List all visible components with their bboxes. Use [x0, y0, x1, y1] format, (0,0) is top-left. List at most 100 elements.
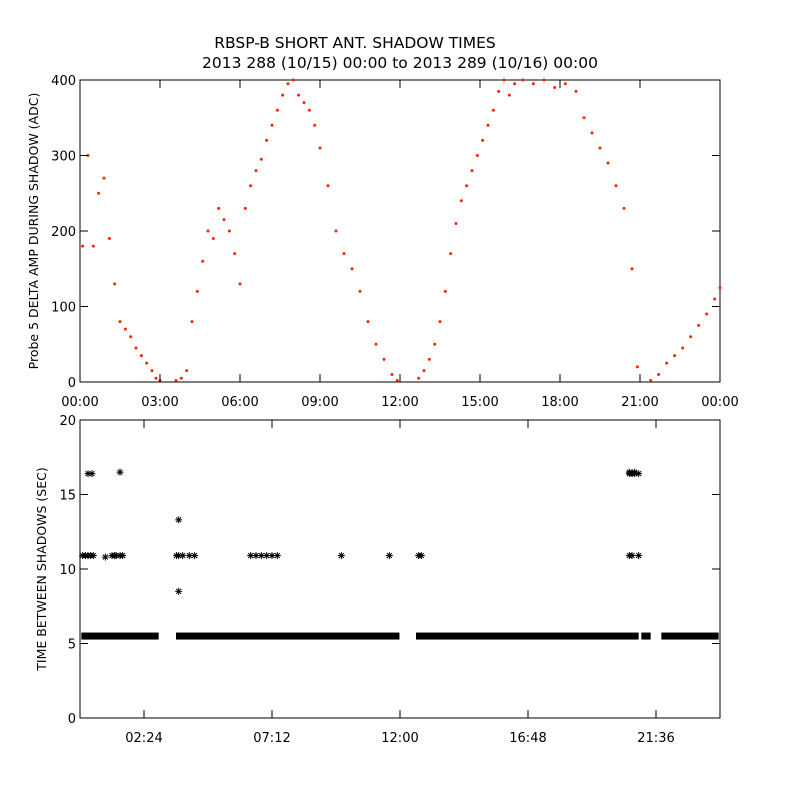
- top-data-point: [438, 320, 442, 324]
- bottom-x-tick-label: 07:12: [253, 731, 290, 746]
- top-data-point: [689, 335, 693, 339]
- top-data-point: [507, 93, 511, 97]
- top-data-point: [129, 335, 133, 339]
- bottom-data-point: [89, 552, 97, 560]
- asterisk-stroke: [102, 554, 109, 560]
- top-data-point: [211, 237, 215, 241]
- asterisk-stroke: [179, 552, 186, 559]
- top-data-point: [102, 176, 106, 180]
- asterisk-stroke: [258, 552, 265, 559]
- asterisk-stroke: [186, 552, 193, 559]
- asterisk-stroke: [119, 552, 126, 559]
- bottom-data-point: [175, 587, 183, 595]
- bottom-y-ticks: 0 5 10 15 20: [59, 414, 720, 727]
- baseline-segment: [661, 632, 719, 640]
- top-data-point: [134, 346, 138, 350]
- top-x-ticks: 00:00 03:00 06:00 09:00 12:00 15:00 18:00 21:00…: [61, 80, 739, 410]
- top-data-point: [243, 206, 247, 210]
- top-data-point: [366, 320, 370, 324]
- bottom-y-axis-label: TIME BETWEEN SHADOWS (SEC): [34, 467, 49, 672]
- asterisk-stroke: [111, 552, 118, 559]
- top-plot-frame: [79, 79, 721, 383]
- asterisk-stroke: [90, 552, 97, 559]
- top-data-point: [542, 78, 546, 82]
- top-data-point: [313, 123, 317, 127]
- top-data-point: [382, 357, 386, 361]
- bottom-data-point: [175, 516, 183, 524]
- baseline-segment: [81, 632, 159, 640]
- top-data-point: [222, 218, 226, 222]
- top-data-point: [201, 259, 205, 263]
- top-data-point: [307, 108, 311, 112]
- top-data-point: [318, 146, 322, 150]
- asterisk-stroke: [386, 552, 393, 559]
- top-data-point: [206, 229, 210, 233]
- bottom-data-point: [385, 552, 393, 560]
- bottom-x-tick-label: 12:00: [381, 731, 418, 746]
- chart-title-line1: RBSP-B SHORT ANT. SHADOW TIMES: [214, 34, 496, 52]
- asterisk-stroke: [338, 552, 345, 559]
- top-data-point: [422, 369, 426, 373]
- top-data-point: [118, 320, 122, 324]
- top-data-point: [521, 78, 525, 82]
- top-data-point: [590, 131, 594, 135]
- top-data-point: [358, 289, 362, 293]
- bottom-data-point: [191, 552, 199, 560]
- asterisk-stroke: [635, 552, 642, 559]
- top-data-point: [227, 229, 231, 233]
- top-data-point: [681, 346, 685, 350]
- bottom-data-point: [116, 468, 124, 476]
- bottom-data-point: [273, 552, 281, 560]
- chart-title-line2: 2013 288 (10/15) 00:00 to 2013 289 (10/1…: [202, 54, 598, 72]
- top-data-point: [513, 82, 517, 86]
- top-data-point: [486, 123, 490, 127]
- top-data-point: [427, 357, 431, 361]
- bottom-plot: 02:24 07:12 12:00 16:48 21:36 0 5 10 15 20 TIME …: [34, 414, 721, 746]
- top-points: [81, 78, 722, 382]
- top-data-point: [563, 82, 567, 86]
- asterisk-stroke: [247, 552, 254, 559]
- top-y-tick-label: 100: [51, 301, 76, 316]
- top-data-point: [91, 244, 95, 248]
- top-data-point: [107, 237, 111, 241]
- top-y-tick-label: 200: [51, 225, 76, 240]
- asterisk-stroke: [117, 469, 123, 475]
- top-data-point: [350, 267, 354, 271]
- top-data-point: [459, 199, 463, 203]
- top-data-point: [154, 376, 158, 380]
- top-data-point: [334, 229, 338, 233]
- top-data-point: [217, 206, 221, 210]
- bottom-data-point: [631, 468, 639, 476]
- top-y-axis-label: Probe 5 DELTA AMP DURING SHADOW (ADC): [26, 93, 41, 370]
- asterisk-stroke: [85, 470, 91, 477]
- top-x-tick-label: 03:00: [141, 395, 178, 410]
- top-data-point: [374, 342, 378, 346]
- top-data-point: [254, 169, 258, 173]
- top-x-tick-label: 09:00: [301, 395, 338, 410]
- top-data-point: [481, 138, 485, 142]
- top-data-point: [238, 282, 242, 286]
- top-data-point: [598, 146, 602, 150]
- top-data-point: [302, 101, 306, 105]
- top-y-tick-label: 300: [51, 150, 76, 165]
- top-data-point: [630, 267, 634, 271]
- bottom-x-tick-label: 02:24: [125, 731, 162, 746]
- baseline-segment: [641, 632, 651, 640]
- bottom-data-point: [179, 552, 187, 560]
- top-data-point: [123, 327, 127, 331]
- asterisk-stroke: [253, 552, 259, 559]
- top-y-tick-label: 0: [68, 376, 76, 391]
- bottom-data-point: [84, 470, 92, 478]
- top-data-point: [195, 289, 199, 293]
- top-data-point: [281, 93, 285, 97]
- top-data-point: [497, 89, 501, 93]
- bottom-plot-frame: [79, 419, 721, 719]
- asterisk-stroke: [89, 470, 95, 477]
- bottom-data-point: [417, 552, 425, 560]
- bottom-data-point: [101, 553, 109, 561]
- top-data-point: [265, 138, 269, 142]
- top-data-point: [113, 282, 117, 286]
- asterisk-stroke: [626, 469, 633, 475]
- top-data-point: [233, 252, 237, 256]
- top-x-tick-label: 18:00: [541, 395, 578, 410]
